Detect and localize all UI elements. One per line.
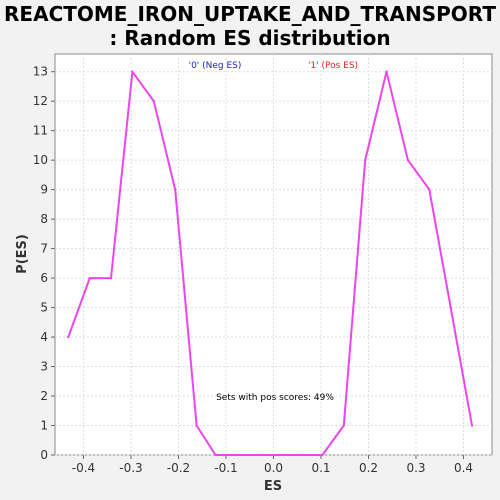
data-point (173, 188, 177, 191)
y-tick-label: 13 (33, 65, 48, 79)
series (67, 70, 474, 457)
chart-title-line2: : Random ES distribution (109, 26, 391, 50)
data-point (67, 335, 70, 339)
y-axis-label: P(ES) (15, 234, 30, 274)
y-tick-label: 4 (40, 330, 48, 344)
data-point (321, 453, 324, 457)
y-tick-label: 7 (40, 242, 48, 256)
x-tick-label: -0.1 (214, 461, 237, 475)
data-point (257, 453, 260, 457)
x-tick-label: 0.1 (311, 461, 330, 475)
pos-score-annotation: Sets with pos scores: 49% (216, 393, 334, 403)
data-point (449, 306, 452, 309)
series-line (67, 70, 473, 456)
legend: '0' (Neg ES) '1' (Pos ES) (189, 61, 358, 71)
y-tick-label: 3 (40, 360, 48, 374)
data-point (363, 158, 367, 162)
y-tick-label: 2 (40, 389, 48, 403)
y-tick-label: 10 (33, 153, 48, 167)
data-point (406, 158, 410, 162)
y-tick-label: 8 (40, 212, 48, 226)
y-tick-label: 0 (40, 448, 48, 462)
data-point (385, 70, 388, 73)
data-point (195, 424, 198, 427)
data-point (278, 453, 281, 457)
data-point (342, 424, 345, 427)
data-point (109, 276, 113, 280)
y-tick-label: 12 (33, 94, 48, 108)
data-point (428, 188, 431, 191)
x-tick-label: 0.0 (264, 461, 283, 475)
x-tick-label: 0.2 (359, 461, 378, 475)
data-point (470, 424, 474, 427)
data-point (235, 453, 239, 457)
y-tick-label: 9 (40, 183, 48, 197)
x-tick-label: 0.3 (406, 461, 425, 475)
data-point (299, 453, 303, 457)
grid (55, 54, 492, 456)
x-tick-label: -0.4 (72, 461, 95, 475)
x-tick-label: -0.2 (167, 461, 190, 475)
y-tick-label: 1 (40, 419, 48, 433)
data-point (152, 99, 155, 103)
y-tick-label: 11 (33, 124, 48, 138)
x-tick-label: -0.3 (119, 461, 142, 475)
data-point (88, 276, 91, 280)
x-tick-label: 0.4 (454, 461, 473, 475)
x-axis-label: ES (264, 479, 282, 494)
chart-title-line1: REACTOME_IRON_UPTAKE_AND_TRANSPORT (4, 2, 496, 26)
data-point (214, 453, 217, 457)
y-tick-label: 5 (40, 301, 48, 315)
data-point (131, 70, 134, 73)
y-tick-label: 6 (40, 271, 48, 285)
legend-item: '1' (Pos ES) (308, 61, 358, 71)
legend-item: '0' (Neg ES) (189, 61, 242, 71)
